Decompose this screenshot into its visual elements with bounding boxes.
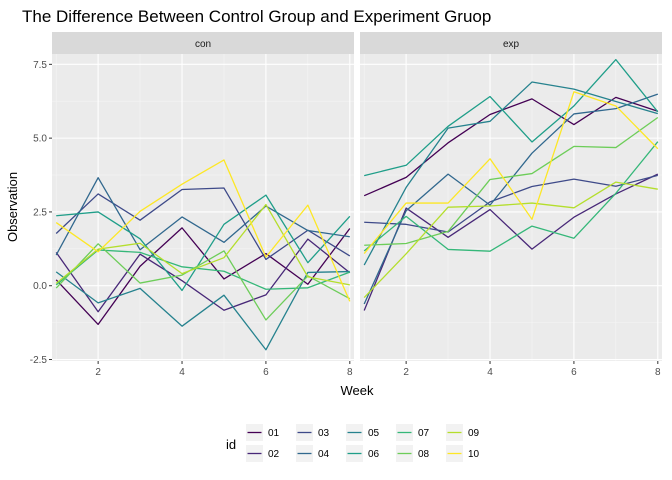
series-line-exp-01	[363, 96, 659, 197]
y-tick-label: -2.5	[30, 355, 48, 366]
plot-area-con	[52, 54, 354, 361]
series-line-exp-04	[363, 93, 659, 305]
strip-exp	[360, 32, 662, 54]
legend-label-05: 05	[368, 428, 380, 439]
series-line-exp-08	[364, 116, 659, 246]
legend-label-08: 08	[418, 449, 430, 460]
series-line-exp-02	[363, 173, 659, 311]
panel-con: con	[52, 32, 354, 361]
lines-exp	[363, 58, 659, 311]
legend-label-06: 06	[368, 449, 380, 460]
y-tick-label: 5.0	[33, 134, 47, 145]
series-line-con-02	[55, 238, 351, 313]
y-tick-label: 2.5	[33, 207, 47, 218]
x-axis-exp: 2 4 6 8	[403, 361, 661, 378]
strip-label-exp: exp	[503, 39, 520, 50]
lines-con	[55, 159, 351, 351]
legend-label-07: 07	[418, 428, 430, 439]
x-tick-label-con: 2	[95, 367, 101, 378]
panel-exp: exp	[360, 32, 662, 361]
series-line-exp-07	[363, 141, 659, 252]
series-line-con-10	[55, 159, 351, 302]
x-tick-label-exp: 6	[571, 367, 577, 378]
series-line-exp-06	[364, 58, 659, 177]
y-axis: -2.5 0.0 2.5 5.0 7.5	[30, 60, 52, 366]
x-axis-title: Week	[341, 383, 374, 398]
x-tick-label-exp: 2	[403, 367, 409, 378]
legend-label-09: 09	[468, 428, 480, 439]
x-tick-label-exp: 8	[655, 367, 661, 378]
series-line-con-08	[55, 243, 351, 321]
series-line-exp-09	[363, 181, 658, 298]
y-axis-title: Observation	[5, 172, 20, 242]
legend-label-01: 01	[268, 428, 280, 439]
series-line-exp-03	[364, 174, 658, 233]
grid-con	[52, 54, 354, 361]
legend: id 01 02 03 04 05 06 07 08 09 10	[226, 424, 480, 462]
series-line-con-05	[55, 270, 350, 351]
x-axis-con: 2 4 6 8	[95, 361, 353, 378]
plot-area-exp	[360, 54, 662, 361]
legend-label-03: 03	[318, 428, 330, 439]
x-tick-label-exp: 4	[487, 367, 493, 378]
series-line-con-01	[55, 227, 351, 326]
series-line-exp-10	[363, 91, 659, 254]
series-line-con-03	[55, 187, 351, 261]
series-line-con-04	[55, 177, 350, 256]
strip-con	[52, 32, 354, 54]
legend-label-02: 02	[268, 449, 280, 460]
legend-label-04: 04	[318, 449, 330, 460]
x-tick-label-con: 6	[263, 367, 269, 378]
y-tick-label: 7.5	[33, 60, 47, 71]
series-line-con-06	[56, 194, 351, 292]
strip-label-con: con	[195, 39, 211, 50]
x-tick-label-con: 4	[179, 367, 185, 378]
chart-title: The Difference Between Control Group and…	[22, 7, 491, 26]
series-line-exp-05	[363, 81, 658, 266]
legend-title: id	[226, 437, 236, 452]
series-line-con-09	[55, 203, 350, 286]
x-tick-label-con: 8	[347, 367, 353, 378]
y-tick-label: 0.0	[33, 281, 47, 292]
legend-label-10: 10	[468, 449, 480, 460]
